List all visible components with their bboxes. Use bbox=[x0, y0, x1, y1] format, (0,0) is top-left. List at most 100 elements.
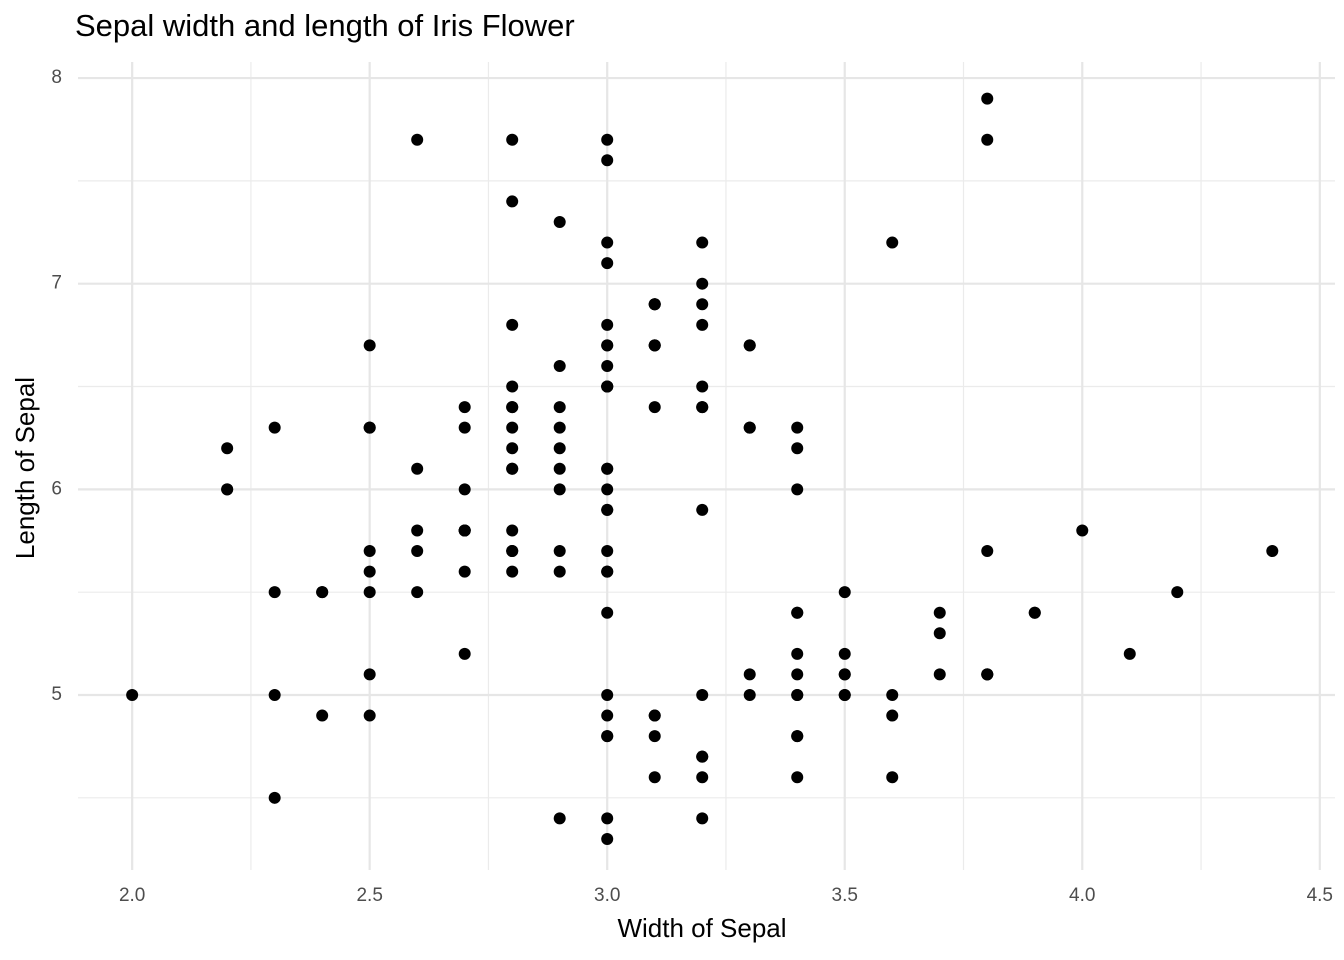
point bbox=[553, 359, 566, 372]
point bbox=[696, 401, 709, 414]
point bbox=[791, 668, 804, 681]
point bbox=[458, 421, 471, 434]
point bbox=[696, 771, 709, 784]
point bbox=[268, 688, 281, 701]
point bbox=[886, 709, 899, 722]
point bbox=[838, 586, 851, 599]
point bbox=[506, 195, 519, 208]
point bbox=[601, 236, 614, 249]
point bbox=[458, 647, 471, 660]
point bbox=[933, 668, 946, 681]
point bbox=[363, 586, 376, 599]
point bbox=[838, 668, 851, 681]
x-tick-label: 2.5 bbox=[356, 885, 382, 906]
point bbox=[981, 668, 994, 681]
point bbox=[601, 812, 614, 825]
point bbox=[886, 236, 899, 249]
point bbox=[791, 730, 804, 743]
point bbox=[1123, 647, 1136, 660]
point bbox=[696, 812, 709, 825]
point bbox=[601, 483, 614, 496]
point bbox=[601, 154, 614, 167]
point bbox=[458, 565, 471, 578]
point bbox=[553, 462, 566, 475]
point bbox=[553, 812, 566, 825]
point bbox=[1171, 586, 1184, 599]
point bbox=[601, 709, 614, 722]
point bbox=[411, 545, 424, 558]
point bbox=[601, 832, 614, 845]
point bbox=[601, 545, 614, 558]
x-axis-title: Width of Sepal bbox=[617, 913, 786, 943]
point bbox=[553, 215, 566, 228]
point bbox=[553, 545, 566, 558]
point bbox=[791, 771, 804, 784]
point bbox=[791, 421, 804, 434]
point bbox=[886, 688, 899, 701]
point bbox=[553, 442, 566, 455]
point bbox=[791, 483, 804, 496]
point bbox=[363, 421, 376, 434]
point bbox=[791, 606, 804, 619]
point bbox=[458, 483, 471, 496]
point bbox=[743, 688, 756, 701]
point bbox=[458, 524, 471, 537]
point bbox=[696, 503, 709, 516]
x-tick-label: 2.0 bbox=[119, 885, 145, 906]
point bbox=[506, 545, 519, 558]
point bbox=[506, 524, 519, 537]
point bbox=[696, 236, 709, 249]
point bbox=[553, 483, 566, 496]
point bbox=[268, 421, 281, 434]
point bbox=[743, 421, 756, 434]
grid bbox=[78, 62, 1335, 870]
y-tick-label: 8 bbox=[51, 67, 62, 88]
point bbox=[933, 627, 946, 640]
chart-title: Sepal width and length of Iris Flower bbox=[75, 8, 575, 43]
point bbox=[696, 277, 709, 290]
point bbox=[696, 380, 709, 393]
point bbox=[601, 606, 614, 619]
point bbox=[601, 565, 614, 578]
point bbox=[886, 771, 899, 784]
point bbox=[601, 503, 614, 516]
x-tick-label: 4.0 bbox=[1069, 885, 1095, 906]
point bbox=[981, 133, 994, 146]
y-tick-label: 7 bbox=[51, 273, 62, 294]
point bbox=[506, 133, 519, 146]
point bbox=[648, 771, 661, 784]
point bbox=[981, 92, 994, 105]
x-tick-label: 3.0 bbox=[594, 885, 620, 906]
point bbox=[506, 442, 519, 455]
point bbox=[601, 339, 614, 352]
point bbox=[696, 688, 709, 701]
point bbox=[696, 318, 709, 331]
point bbox=[743, 668, 756, 681]
point bbox=[648, 730, 661, 743]
point bbox=[601, 462, 614, 475]
point bbox=[601, 318, 614, 331]
point bbox=[506, 401, 519, 414]
point bbox=[838, 688, 851, 701]
point bbox=[648, 401, 661, 414]
point bbox=[838, 647, 851, 660]
point bbox=[506, 318, 519, 331]
point bbox=[221, 483, 234, 496]
y-axis-title: Length of Sepal bbox=[10, 377, 40, 559]
x-tick-label: 3.5 bbox=[832, 885, 858, 906]
point bbox=[268, 586, 281, 599]
point bbox=[411, 524, 424, 537]
point bbox=[458, 401, 471, 414]
point bbox=[411, 133, 424, 146]
point bbox=[363, 545, 376, 558]
y-tick-label: 6 bbox=[51, 478, 62, 499]
point bbox=[743, 339, 756, 352]
point bbox=[1266, 545, 1279, 558]
point bbox=[506, 380, 519, 393]
point bbox=[601, 257, 614, 270]
point bbox=[648, 709, 661, 722]
point bbox=[221, 442, 234, 455]
point bbox=[696, 298, 709, 311]
point bbox=[553, 565, 566, 578]
point bbox=[601, 380, 614, 393]
